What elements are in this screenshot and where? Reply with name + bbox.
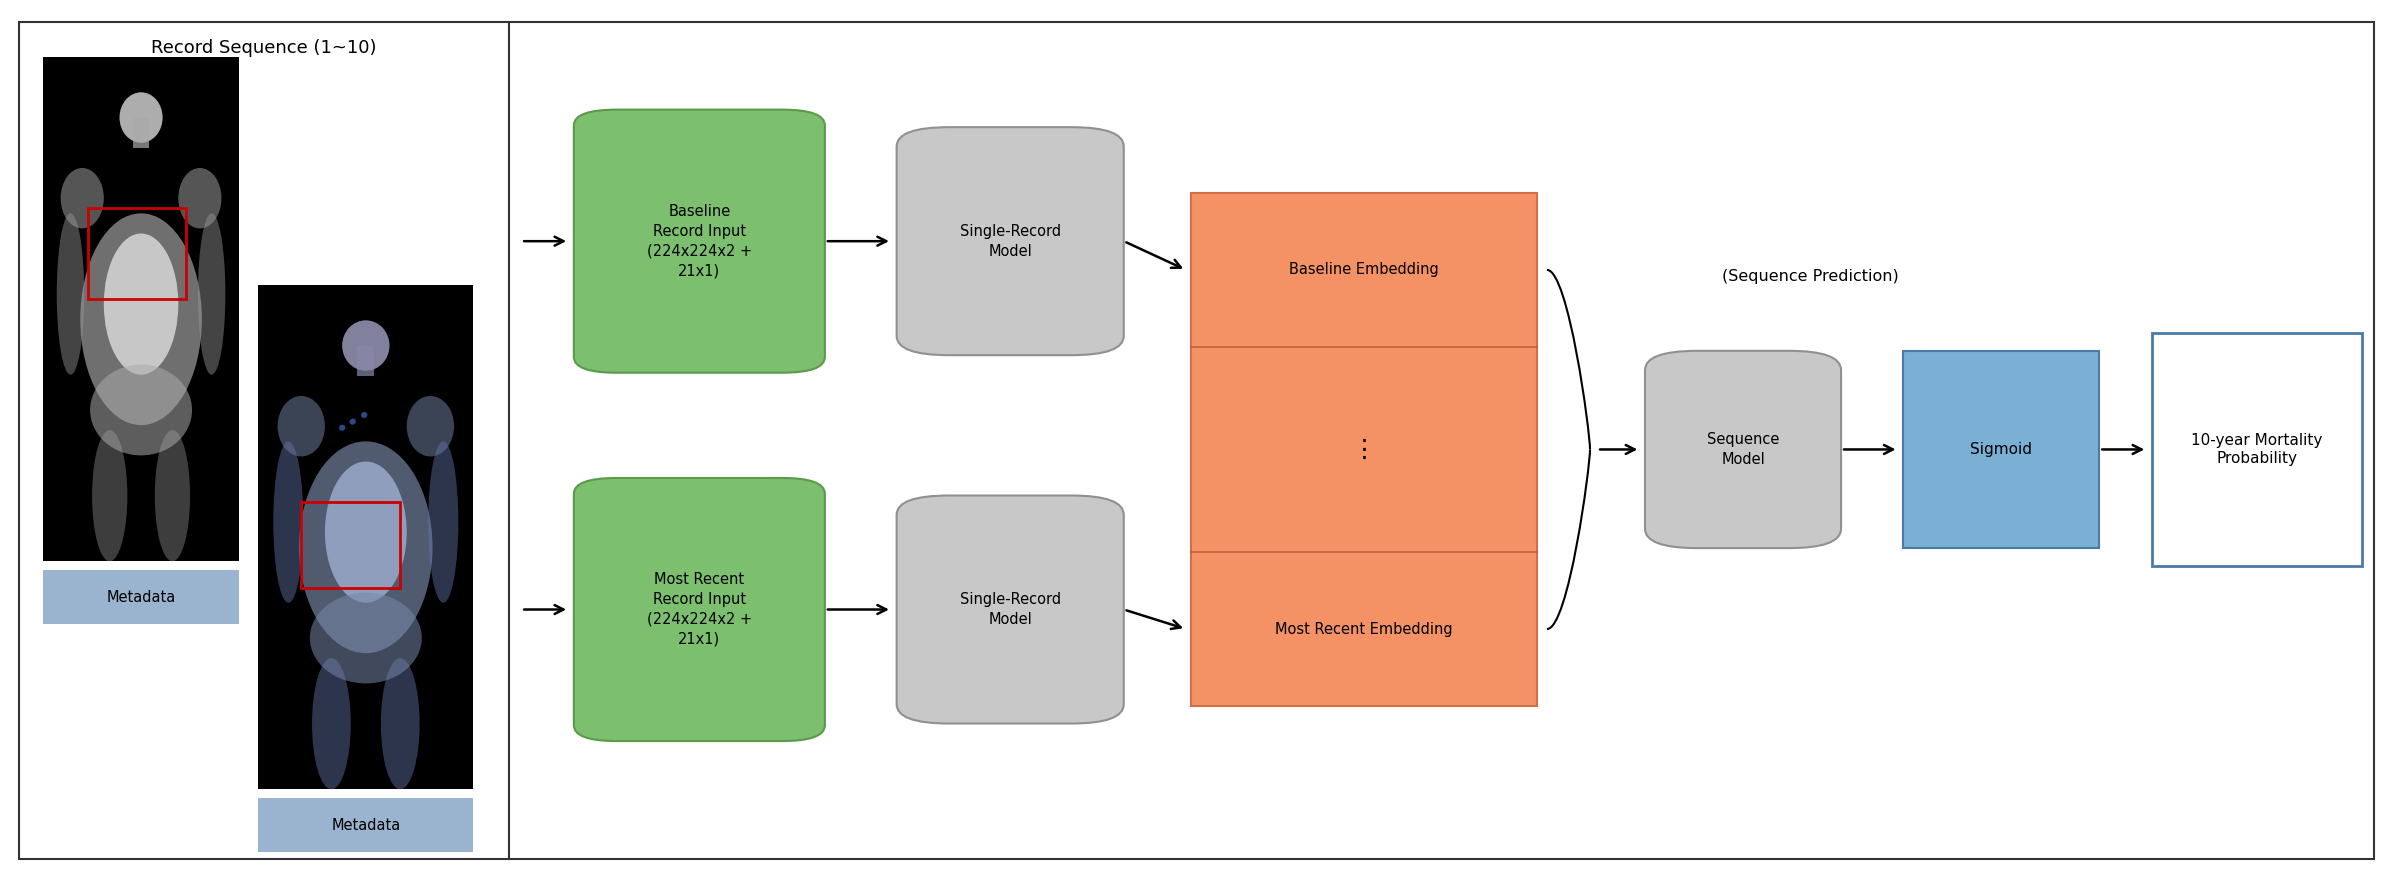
Ellipse shape (311, 593, 421, 683)
Text: Single-Record
Model: Single-Record Model (959, 592, 1062, 627)
Text: Single-Record
Model: Single-Record Model (959, 224, 1062, 259)
Ellipse shape (277, 396, 325, 456)
Bar (1903, 351, 2099, 548)
Text: 10-year Mortality
Probability: 10-year Mortality Probability (2193, 433, 2322, 466)
Text: Baseline Embedding: Baseline Embedding (1289, 262, 1439, 277)
Ellipse shape (91, 430, 127, 561)
Text: Most Recent
Record Input
(224x224x2 +
21x1): Most Recent Record Input (224x224x2 + 21… (648, 573, 751, 646)
Bar (301, 502, 399, 588)
FancyBboxPatch shape (897, 127, 1124, 355)
Bar (2152, 333, 2362, 566)
Text: ⋮: ⋮ (1351, 438, 1377, 461)
Ellipse shape (179, 168, 222, 228)
Text: Sequence
Model: Sequence Model (1707, 432, 1779, 467)
Ellipse shape (91, 365, 191, 455)
Ellipse shape (380, 658, 421, 789)
Text: Baseline
Record Input
(224x224x2 +
21x1): Baseline Record Input (224x224x2 + 21x1) (648, 204, 751, 278)
Ellipse shape (311, 658, 351, 789)
FancyBboxPatch shape (897, 496, 1124, 724)
Text: •••: ••• (332, 403, 375, 439)
Bar (43, 57, 239, 561)
Bar (88, 209, 186, 299)
Text: Metadata: Metadata (332, 817, 399, 833)
Ellipse shape (155, 430, 189, 561)
Ellipse shape (60, 168, 103, 228)
Ellipse shape (57, 213, 84, 374)
Ellipse shape (406, 396, 454, 456)
Ellipse shape (273, 441, 304, 602)
FancyBboxPatch shape (574, 110, 825, 373)
Text: Metadata: Metadata (108, 589, 175, 605)
Bar (356, 346, 375, 376)
Text: Record Sequence (1~10): Record Sequence (1~10) (151, 39, 378, 57)
Ellipse shape (325, 461, 406, 602)
Text: (Sequence Prediction): (Sequence Prediction) (1722, 268, 1898, 284)
Ellipse shape (428, 441, 459, 602)
Ellipse shape (81, 213, 201, 425)
Bar (1191, 193, 1537, 706)
Ellipse shape (198, 213, 225, 374)
FancyBboxPatch shape (43, 570, 239, 624)
Ellipse shape (103, 233, 179, 374)
Text: Sigmoid: Sigmoid (1970, 442, 2032, 457)
FancyBboxPatch shape (1645, 351, 1841, 548)
Ellipse shape (342, 320, 390, 371)
FancyBboxPatch shape (574, 478, 825, 741)
FancyBboxPatch shape (258, 798, 473, 852)
Bar (134, 118, 148, 148)
Ellipse shape (120, 92, 163, 143)
Bar (258, 285, 473, 789)
Ellipse shape (299, 441, 433, 653)
Text: Most Recent Embedding: Most Recent Embedding (1274, 622, 1454, 637)
